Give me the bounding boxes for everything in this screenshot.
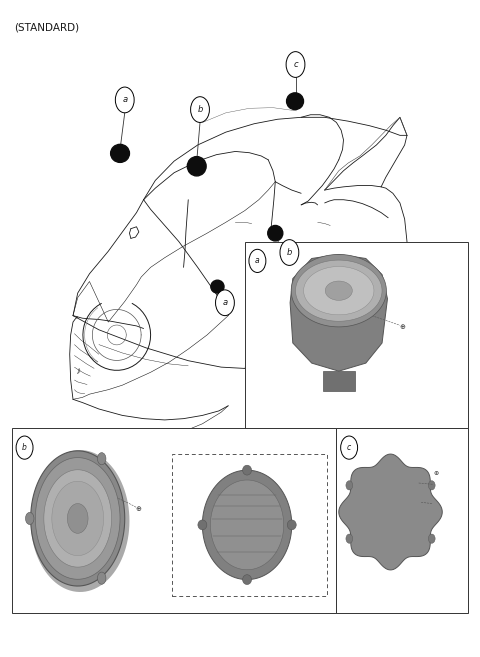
Text: b: b — [197, 105, 203, 114]
Bar — [12, 428, 336, 613]
Circle shape — [191, 97, 209, 122]
Text: ⊕: ⊕ — [135, 506, 141, 512]
Polygon shape — [36, 458, 120, 579]
Circle shape — [280, 240, 299, 265]
Ellipse shape — [211, 281, 224, 293]
Ellipse shape — [268, 225, 283, 241]
Text: (BLANKING): (BLANKING) — [179, 466, 224, 474]
Text: a: a — [255, 256, 260, 265]
Circle shape — [428, 534, 435, 543]
Polygon shape — [339, 454, 442, 570]
Circle shape — [286, 52, 305, 78]
Ellipse shape — [97, 572, 106, 584]
Bar — [245, 242, 468, 428]
Ellipse shape — [198, 520, 207, 530]
Text: 96360D: 96360D — [61, 589, 94, 598]
Text: ⊕: ⊕ — [434, 471, 439, 476]
Text: ⊕: ⊕ — [399, 323, 405, 330]
Polygon shape — [291, 254, 386, 327]
Text: 96301A: 96301A — [408, 324, 438, 333]
Text: 96301A: 96301A — [142, 506, 172, 514]
Polygon shape — [296, 260, 382, 321]
Circle shape — [115, 87, 134, 113]
Text: 94117F: 94117F — [231, 587, 263, 597]
Circle shape — [346, 481, 353, 490]
Text: 96371A: 96371A — [435, 498, 465, 507]
Text: b: b — [22, 443, 27, 452]
Circle shape — [346, 534, 353, 543]
Polygon shape — [210, 480, 284, 570]
Circle shape — [16, 436, 33, 459]
Circle shape — [428, 481, 435, 490]
Ellipse shape — [25, 512, 34, 524]
Circle shape — [249, 249, 266, 273]
Ellipse shape — [242, 465, 252, 475]
Text: b: b — [287, 248, 292, 257]
Bar — [172, 454, 327, 596]
Text: 1338AC: 1338AC — [435, 472, 465, 481]
Polygon shape — [325, 281, 352, 300]
Text: a: a — [122, 95, 127, 104]
Text: (STANDARD): (STANDARD) — [14, 23, 79, 33]
Text: c: c — [347, 443, 351, 452]
Text: a: a — [222, 298, 228, 307]
Polygon shape — [203, 470, 292, 579]
Ellipse shape — [110, 145, 130, 162]
Polygon shape — [44, 470, 111, 567]
Ellipse shape — [187, 156, 206, 176]
Polygon shape — [52, 482, 104, 556]
Ellipse shape — [97, 453, 106, 464]
Ellipse shape — [287, 520, 296, 530]
Text: c: c — [293, 60, 298, 69]
Polygon shape — [290, 254, 387, 371]
Bar — [336, 428, 468, 613]
Circle shape — [341, 436, 358, 459]
Circle shape — [216, 290, 234, 315]
Polygon shape — [304, 267, 374, 315]
Ellipse shape — [242, 575, 252, 585]
Polygon shape — [323, 371, 355, 392]
Polygon shape — [31, 450, 130, 592]
Text: 96331B: 96331B — [340, 373, 373, 381]
Ellipse shape — [287, 93, 303, 110]
Polygon shape — [31, 451, 125, 586]
Polygon shape — [67, 503, 88, 533]
